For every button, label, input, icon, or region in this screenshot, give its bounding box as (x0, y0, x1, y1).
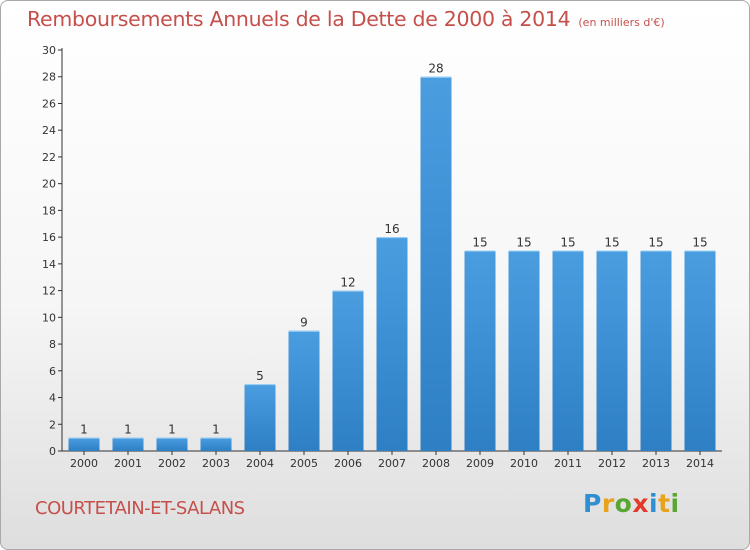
x-tick-label: 2003 (202, 457, 230, 470)
bar-value-label: 5 (256, 369, 264, 383)
logo-letter: P (583, 489, 602, 518)
bar (552, 250, 584, 451)
bar (200, 437, 232, 451)
chart-title: Remboursements Annuels de la Dette de 20… (27, 7, 665, 31)
y-tick-label: 16 (42, 231, 56, 244)
y-tick-label: 28 (42, 71, 56, 84)
y-tick-label: 20 (42, 178, 56, 191)
y-tick-label: 10 (42, 311, 56, 324)
y-tick-label: 6 (49, 365, 56, 378)
bar (156, 437, 188, 451)
bar-value-label: 1 (80, 423, 88, 437)
bar (376, 237, 408, 451)
bar (112, 437, 144, 451)
chart-title-text: Remboursements Annuels de la Dette de 20… (27, 7, 571, 31)
x-tick-label: 2001 (114, 457, 142, 470)
y-tick-label: 12 (42, 285, 56, 298)
logo-letter: r (601, 489, 615, 518)
x-tick-label: 2009 (466, 457, 494, 470)
logo-letter: x (632, 489, 649, 518)
x-tick-label: 2012 (598, 457, 626, 470)
bar (508, 250, 540, 451)
x-tick-label: 2004 (246, 457, 274, 470)
bar (244, 384, 276, 451)
x-tick-label: 2005 (290, 457, 318, 470)
y-tick-label: 4 (49, 392, 56, 405)
bar-value-label: 15 (648, 236, 663, 250)
bar (464, 250, 496, 451)
proxiti-logo: Proxiti (583, 489, 680, 518)
y-tick-label: 22 (42, 151, 56, 164)
y-tick-label: 24 (42, 124, 56, 137)
bar-value-label: 9 (300, 316, 308, 330)
bar-value-label: 15 (560, 236, 575, 250)
bar (288, 330, 320, 451)
y-tick-label: 8 (49, 338, 56, 351)
logo-letter: i (649, 489, 659, 518)
y-tick-label: 0 (49, 445, 56, 458)
bar (420, 76, 452, 451)
x-tick-label: 2006 (334, 457, 362, 470)
bar-value-label: 1 (212, 423, 220, 437)
x-tick-label: 2000 (70, 457, 98, 470)
bar-value-label: 15 (692, 236, 707, 250)
y-tick-label: 30 (42, 44, 56, 57)
bar (684, 250, 716, 451)
bar (596, 250, 628, 451)
y-tick-label: 14 (42, 258, 56, 271)
y-tick-label: 18 (42, 204, 56, 217)
bar (332, 290, 364, 451)
x-tick-label: 2010 (510, 457, 538, 470)
bar-value-label: 1 (168, 423, 176, 437)
x-tick-label: 2011 (554, 457, 582, 470)
bar-value-label: 12 (340, 276, 355, 290)
bar-value-label: 16 (384, 222, 399, 236)
logo-letter: i (670, 489, 680, 518)
bar-value-label: 15 (472, 236, 487, 250)
chart-subtitle: (en milliers d'€) (578, 16, 665, 29)
bar-value-label: 15 (604, 236, 619, 250)
bar (640, 250, 672, 451)
bar-value-label: 1 (124, 423, 132, 437)
y-tick-label: 26 (42, 97, 56, 110)
bar-value-label: 15 (516, 236, 531, 250)
x-tick-label: 2008 (422, 457, 450, 470)
x-tick-label: 2007 (378, 457, 406, 470)
bar-value-label: 28 (428, 62, 443, 76)
logo-letter: o (614, 489, 633, 518)
commune-name: COURTETAIN-ET-SALANS (35, 498, 245, 519)
y-tick-label: 2 (49, 418, 56, 431)
logo-letter: t (658, 489, 671, 518)
bar (68, 437, 100, 451)
x-tick-label: 2013 (642, 457, 670, 470)
x-tick-label: 2002 (158, 457, 186, 470)
x-tick-label: 2014 (686, 457, 714, 470)
